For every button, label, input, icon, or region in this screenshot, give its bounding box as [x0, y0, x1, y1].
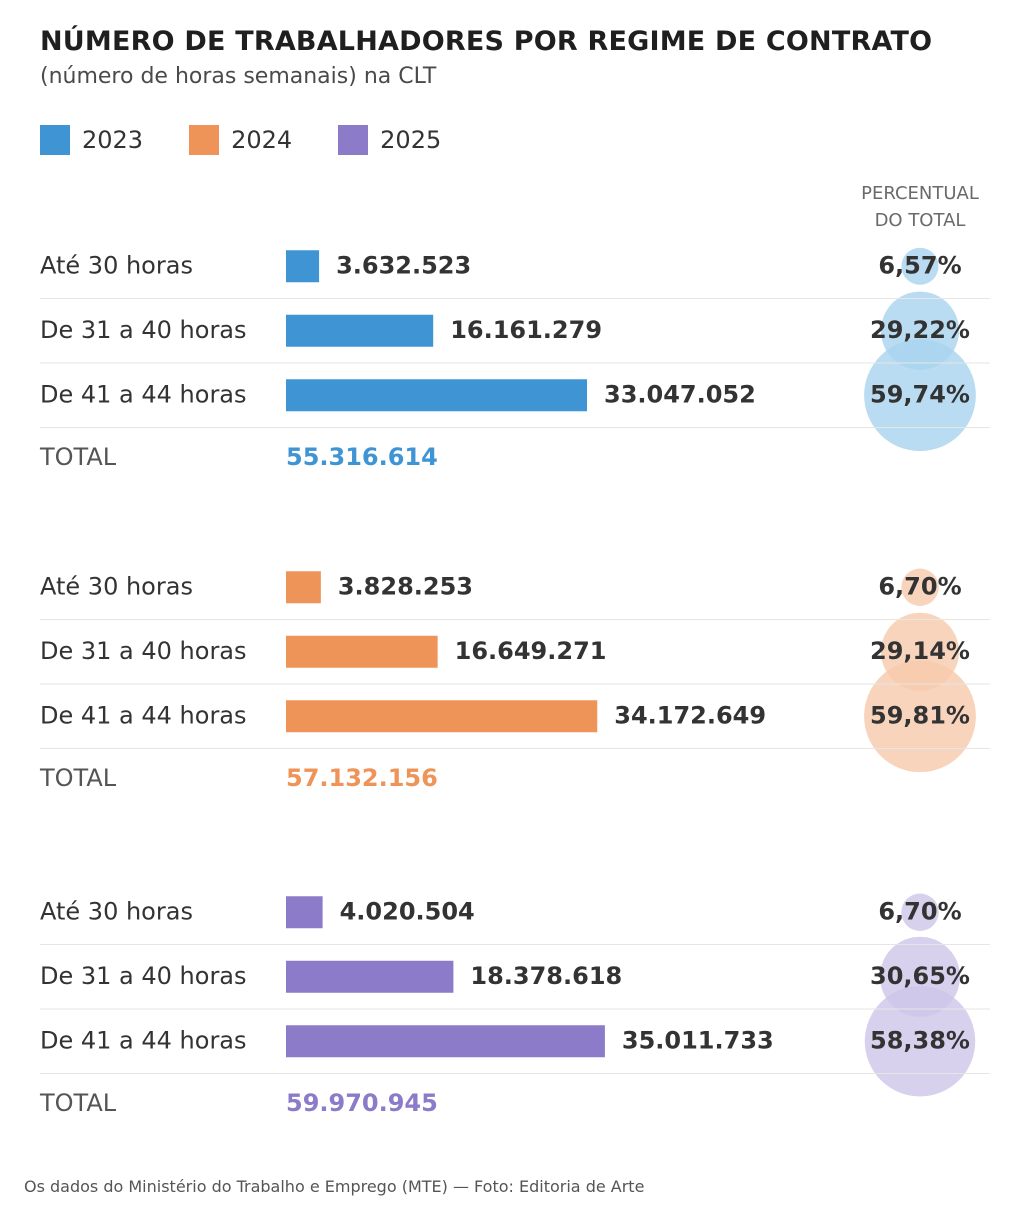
total-label-2024: TOTAL	[39, 764, 117, 792]
percent-bubble-2023-1	[901, 247, 939, 285]
percent-label-2023-1: 6,57%	[878, 251, 961, 279]
bar-2025-1	[286, 896, 323, 929]
legend-label-2025: 2025	[380, 126, 442, 154]
percent-label-2024-1: 6,70%	[878, 572, 961, 600]
percent-bubble-2024-1	[901, 568, 939, 606]
value-label-2023-1: 3.632.523	[336, 251, 471, 279]
legend-label-2023: 2023	[82, 126, 144, 154]
bar-2024-1	[286, 571, 321, 604]
legend-swatch-2025	[338, 125, 369, 155]
percent-label-2024-3: 59,81%	[870, 701, 970, 729]
percent-header-line-1: PERCENTUAL	[861, 183, 979, 204]
category-label-2025-3: De 41 a 44 horas	[40, 1026, 247, 1054]
legend-item-2023: 2023	[40, 125, 143, 155]
category-label-2023-1: Até 30 horas	[40, 251, 193, 279]
bar-2024-3	[286, 700, 598, 733]
bubbles-2024	[864, 568, 976, 773]
legend-swatch-2023	[40, 125, 70, 155]
percent-bubble-2024-3	[864, 660, 976, 773]
source-caption: Os dados do Ministério do Trabalho e Emp…	[24, 1177, 645, 1196]
legend: 2023 2024 2025	[40, 122, 487, 158]
percent-bubble-2025-1	[901, 893, 939, 931]
total-value-2024: 57.132.156	[286, 764, 438, 792]
value-label-2024-3: 34.172.649	[614, 701, 766, 729]
total-value-2025: 59.970.945	[286, 1089, 438, 1117]
legend-item-2024: 2024	[189, 125, 292, 155]
percent-label-2025-3: 58,38%	[870, 1026, 970, 1054]
legend-item-2025: 2025	[338, 125, 441, 155]
value-label-2024-1: 3.828.253	[338, 572, 473, 600]
category-label-2025-1: Até 30 horas	[40, 897, 193, 925]
bar-2023-2	[286, 314, 434, 347]
category-label-2023-3: De 41 a 44 horas	[40, 380, 247, 408]
percent-header-line-2: DO TOTAL	[874, 210, 966, 231]
value-label-2023-2: 16.161.279	[450, 316, 602, 344]
chart-title: NÚMERO DE TRABALHADORES POR REGIME DE CO…	[40, 26, 933, 57]
total-label-2023: TOTAL	[39, 443, 117, 471]
total-label-2025: TOTAL	[39, 1089, 117, 1117]
chart-subtitle: (número de horas semanais) na CLT	[40, 64, 437, 89]
percent-column-header: PERCENTUAL DO TOTAL	[840, 180, 1000, 234]
value-label-2025-3: 35.011.733	[622, 1026, 774, 1054]
percent-bubble-2025-3	[864, 986, 976, 1097]
value-label-2025-2: 18.378.618	[470, 962, 622, 990]
percent-label-2023-3: 59,74%	[870, 380, 970, 408]
value-label-2023-3: 33.047.052	[604, 380, 756, 408]
bar-2023-3	[286, 379, 587, 412]
legend-swatch-2024	[189, 125, 220, 155]
value-label-2024-2: 16.649.271	[455, 637, 607, 665]
bar-2024-2	[286, 635, 438, 668]
legend-label-2024: 2024	[231, 126, 293, 154]
percent-bubble-2023-3	[864, 339, 976, 452]
bubbles-2023	[864, 247, 976, 452]
percent-label-2024-2: 29,14%	[870, 637, 970, 665]
category-label-2023-2: De 31 a 40 horas	[40, 316, 247, 344]
category-label-2024-3: De 41 a 44 horas	[40, 701, 247, 729]
percent-label-2025-1: 6,70%	[878, 897, 961, 925]
percent-label-2023-2: 29,22%	[870, 316, 970, 344]
category-label-2025-2: De 31 a 40 horas	[40, 962, 247, 990]
bar-chart: Até 30 horas 3.632.523 De 31 a 40 horas 16.…	[39, 247, 990, 1117]
percent-label-2025-2: 30,65%	[870, 962, 970, 990]
category-label-2024-2: De 31 a 40 horas	[40, 637, 247, 665]
bar-2023-1	[286, 250, 320, 283]
bar-2025-2	[286, 960, 454, 993]
bar-2025-3	[286, 1025, 605, 1058]
value-label-2025-1: 4.020.504	[340, 897, 475, 925]
category-label-2024-1: Até 30 horas	[40, 572, 193, 600]
total-value-2023: 55.316.614	[286, 443, 438, 471]
bubbles-2025	[864, 893, 976, 1097]
